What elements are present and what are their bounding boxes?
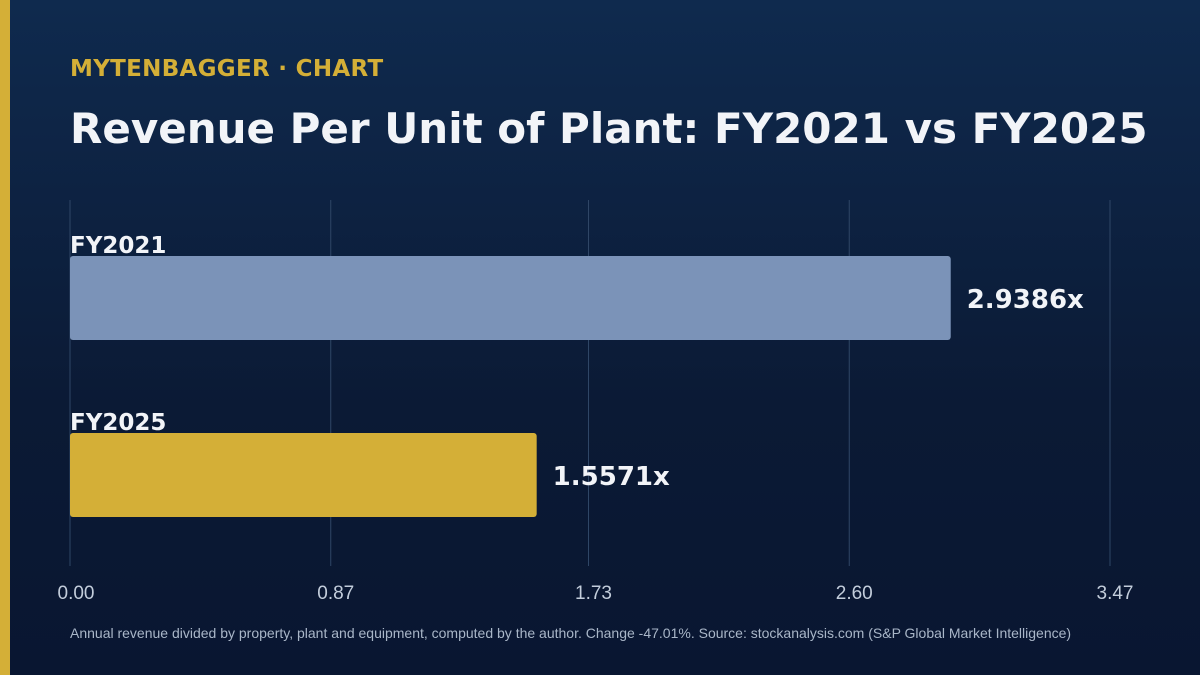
category-label: FY2021	[70, 233, 166, 259]
x-tick-label: 3.47	[1097, 583, 1134, 604]
x-tick-label: 1.73	[575, 583, 612, 604]
category-label: FY2025	[70, 410, 166, 436]
value-label: 2.9386x	[967, 285, 1084, 315]
bar	[70, 256, 951, 340]
accent-stripe	[0, 0, 10, 675]
value-label: 1.5571x	[553, 462, 670, 492]
chart-title: Revenue Per Unit of Plant: FY2021 vs FY2…	[70, 104, 1148, 153]
bar	[70, 433, 537, 517]
x-tick-label: 2.60	[836, 583, 873, 604]
x-tick-label: 0.87	[317, 583, 354, 604]
eyebrow-label: MYTENBAGGER · CHART	[70, 56, 384, 82]
source-footnote: Annual revenue divided by property, plan…	[70, 625, 1072, 641]
x-tick-label: 0.00	[58, 583, 95, 604]
